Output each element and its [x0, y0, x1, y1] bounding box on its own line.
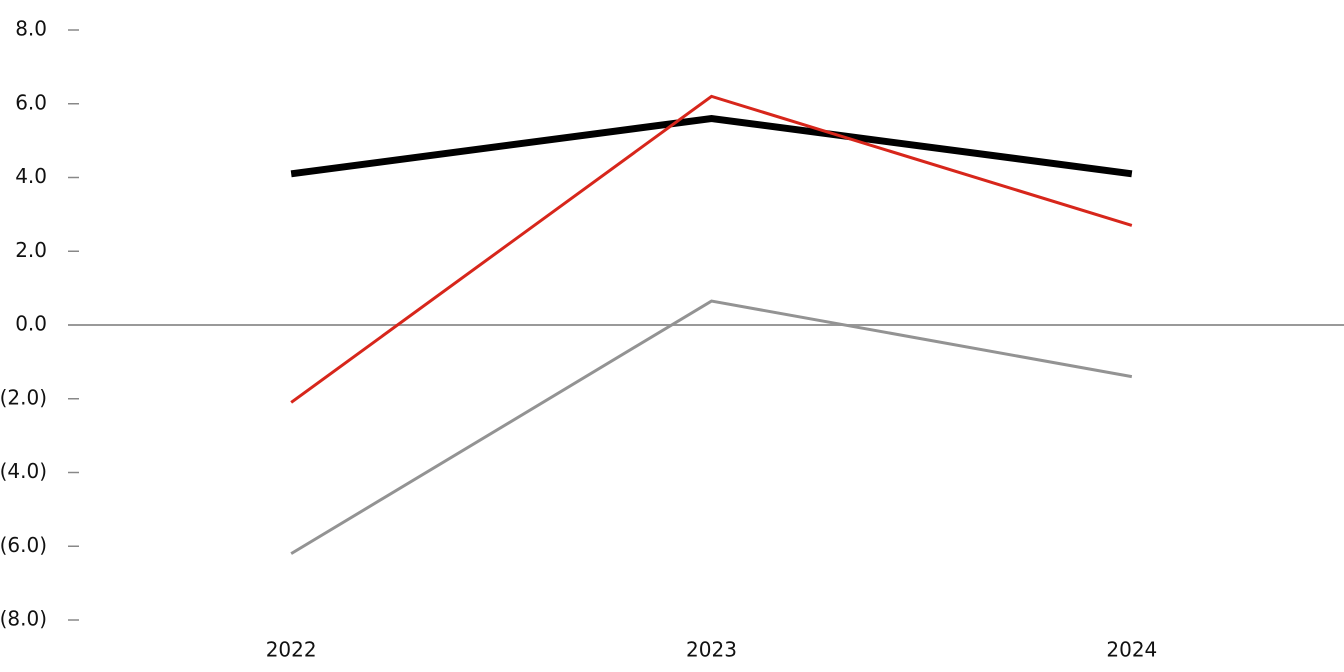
y-tick-label: 6.0 — [15, 90, 47, 114]
y-tick-label: (8.0) — [0, 607, 47, 631]
y-tick-label: (2.0) — [0, 385, 47, 409]
y-tick-label: 4.0 — [15, 164, 47, 188]
y-tick-label: (6.0) — [0, 533, 47, 557]
y-tick-label: 8.0 — [15, 17, 47, 41]
x-tick-label: 2024 — [1106, 638, 1157, 662]
series-line — [290, 114, 1133, 178]
y-tick-label: 0.0 — [15, 312, 47, 336]
y-tick-label: 2.0 — [15, 238, 47, 262]
x-tick-label: 2022 — [266, 638, 317, 662]
series-line — [290, 94, 1133, 404]
y-tick-label: (4.0) — [0, 459, 47, 483]
x-tick-label: 2023 — [686, 638, 737, 662]
series-line — [290, 299, 1133, 555]
